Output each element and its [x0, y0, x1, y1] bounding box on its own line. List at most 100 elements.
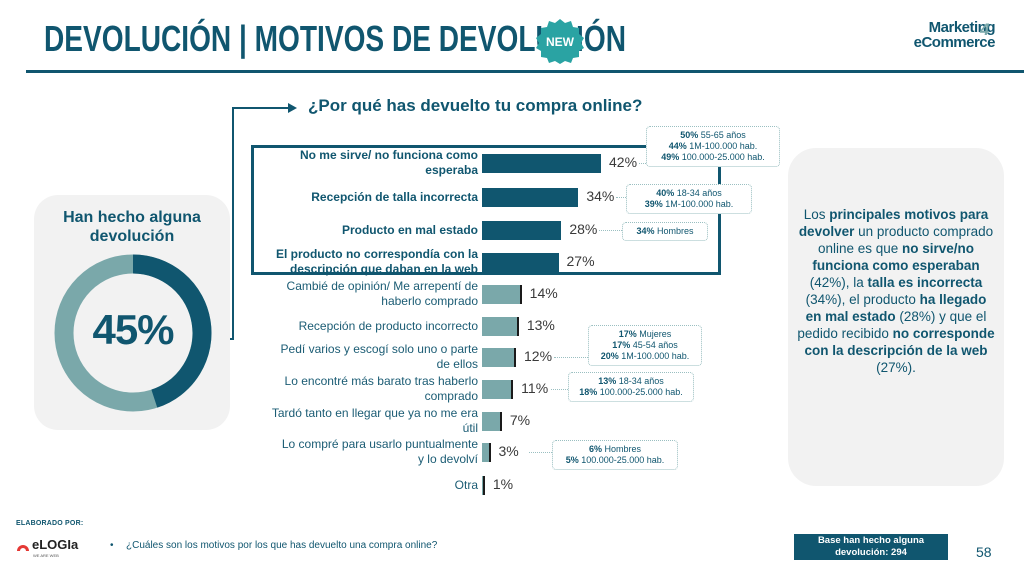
callout-line: 39% 1M-100.000 hab. [633, 199, 745, 210]
summary-text-run: (42%), la [809, 275, 868, 290]
connector-top [232, 107, 292, 109]
callout-line: 40% 18-34 años [633, 188, 745, 199]
callout-segment: Hombres [654, 226, 694, 236]
new-badge: NEW [535, 18, 585, 64]
elogia-logo-sub: WE ARE WEB [33, 553, 59, 558]
bar-category-label: Lo encontré más barato tras haberlo compr… [285, 374, 478, 404]
callout-segment: Mujeres [636, 329, 672, 339]
base-line2: devolución: 294 [835, 547, 907, 558]
header-divider [26, 70, 1024, 73]
callout-segment: 45-54 años [630, 340, 678, 350]
callout-line: 34% Hombres [629, 226, 701, 237]
callout-line: 44% 1M-100.000 hab. [653, 141, 773, 152]
callout-pct: 6% [588, 444, 602, 454]
bar-category-label-line: Otra [454, 477, 478, 492]
bar-category-label-line: Lo compré para usarlo puntualmente [281, 437, 478, 451]
bar-value-label: 14% [529, 285, 558, 301]
new-badge-text: NEW [546, 35, 575, 49]
bar-category-label: Otra [455, 478, 478, 493]
bar [482, 153, 601, 173]
bar-value-label: 28% [569, 221, 598, 237]
brand-mark-icon: 4 [980, 20, 990, 39]
bar [482, 442, 491, 462]
callout-pct: 13% [598, 376, 617, 386]
segment-callout: 13% 18-34 años 18% 100.000-25.000 hab. [568, 372, 694, 402]
callout-line: 17% Mujeres [595, 329, 695, 340]
bar [482, 220, 562, 240]
summary-emphasis: no corresponde con la descripción de la … [804, 326, 995, 358]
callout-pct: 18% [579, 387, 598, 397]
callout-line: 18% 100.000-25.000 hab. [575, 387, 687, 398]
callout-leader-line [528, 452, 552, 453]
bar-value-label: 34% [586, 188, 615, 204]
bar-category-label-line: Recepción de talla incorrecta [311, 189, 478, 204]
bar-category-label-line: haberlo comprado [381, 294, 478, 308]
bar [482, 316, 519, 336]
callout-segment: 55-65 años [698, 130, 746, 140]
page-number: 58 [976, 544, 992, 560]
bar-category-label: El producto no correspondía con la descri… [276, 247, 478, 277]
footer-question: ¿Cuáles son los motivos por los que has … [126, 540, 438, 551]
bar [482, 187, 579, 207]
bar-category-label: Pedí varios y escogí solo uno o parte de … [281, 342, 478, 372]
bar-value-label: 3% [498, 443, 519, 459]
summary-emphasis: ha llegado en mal estado [805, 292, 987, 324]
callout-segment: 1M-100.000 hab. [662, 199, 734, 209]
segment-callout: 50% 55-65 años 44% 1M-100.000 hab. 49% 100… [646, 126, 780, 167]
donut-chart [54, 254, 212, 412]
left-panel-title: Han hecho alguna devolución [63, 209, 201, 245]
bar-category-label-line: Tardó tanto en llegar que ya no me era [271, 406, 478, 420]
bar [482, 411, 502, 431]
callout-pct: 17% [612, 340, 631, 350]
callout-pct: 17% [618, 329, 637, 339]
bar-category-label: Tardó tanto en llegar que ya no me era út… [272, 406, 478, 436]
bar-value-label: 27% [566, 253, 595, 269]
summary-text-run: (28%) y que el pedido recibido [797, 309, 987, 341]
callout-segment: 100.000-25.000 hab. [597, 387, 683, 397]
segment-callout: 6% Hombres 5% 100.000-25.000 hab. [552, 440, 678, 470]
bar-value-label: 11% [521, 380, 549, 396]
summary-emphasis: talla es incorrecta [867, 275, 983, 290]
callout-line: 49% 100.000-25.000 hab. [653, 152, 773, 163]
summary-emphasis: principales motivos para devolver [798, 207, 989, 239]
connector-vertical [232, 108, 234, 339]
arrow-right-icon [288, 103, 297, 113]
callout-line: 6% Hombres [559, 444, 671, 455]
bar-category-label-line: esperaba [425, 163, 478, 177]
callout-pct: 44% [668, 141, 687, 151]
donut-value-arc [132, 254, 212, 408]
page-title: DEVOLUCIÓN | MOTIVOS DE DEVOLUCIÓN [44, 18, 626, 59]
highlight-box-right-stub [718, 155, 721, 275]
base-sample-box: Base han hecho alguna devolución: 294 [794, 534, 948, 560]
brand-line2: eCommerce [913, 34, 996, 51]
callout-pct: 50% [680, 130, 699, 140]
callout-pct: 5% [565, 455, 579, 465]
bar-category-label: Recepción de talla incorrecta [311, 190, 478, 205]
callout-pct: 34% [636, 226, 655, 236]
bar-category-label: Lo compré para usarlo puntualmente y lo d… [282, 437, 478, 467]
question-title: ¿Por qué has devuelto tu compra online? [308, 96, 643, 115]
bar-category-label-line: Pedí varios y escogí solo uno o parte [280, 342, 478, 356]
segment-callout: 17% Mujeres 17% 45-54 años 20% 1M-100.000 … [588, 325, 702, 366]
summary-text: Los principales motivos para devolver un… [796, 206, 996, 376]
bar-category-label-line: Cambié de opinión/ Me arrepentí de [286, 279, 478, 293]
bar-value-label: 42% [609, 154, 638, 170]
callout-segment: 1M-100.000 hab. [686, 141, 758, 151]
elogia-logo-text: eLOGIa [32, 537, 79, 552]
bar-category-label-line: de ellos [436, 357, 478, 371]
summary-text-run: (34%), el producto [805, 292, 920, 307]
bar-category-label-line: descripción que daban en la web [289, 262, 478, 276]
callout-leader-line [599, 230, 622, 231]
callout-pct: 40% [656, 188, 675, 198]
bar-category-label: Cambié de opinión/ Me arrepentí de haberl… [287, 279, 478, 309]
callout-leader-line [551, 389, 568, 390]
bar [482, 475, 485, 495]
callout-pct: 39% [644, 199, 663, 209]
callout-segment: 100.000-25.000 hab. [578, 455, 665, 465]
callout-segment: 18-34 años [674, 188, 722, 198]
callout-leader-line [616, 197, 626, 198]
bar-value-label: 13% [526, 317, 555, 333]
callout-leader-line [639, 163, 646, 164]
bar-value-label: 1% [492, 476, 514, 492]
